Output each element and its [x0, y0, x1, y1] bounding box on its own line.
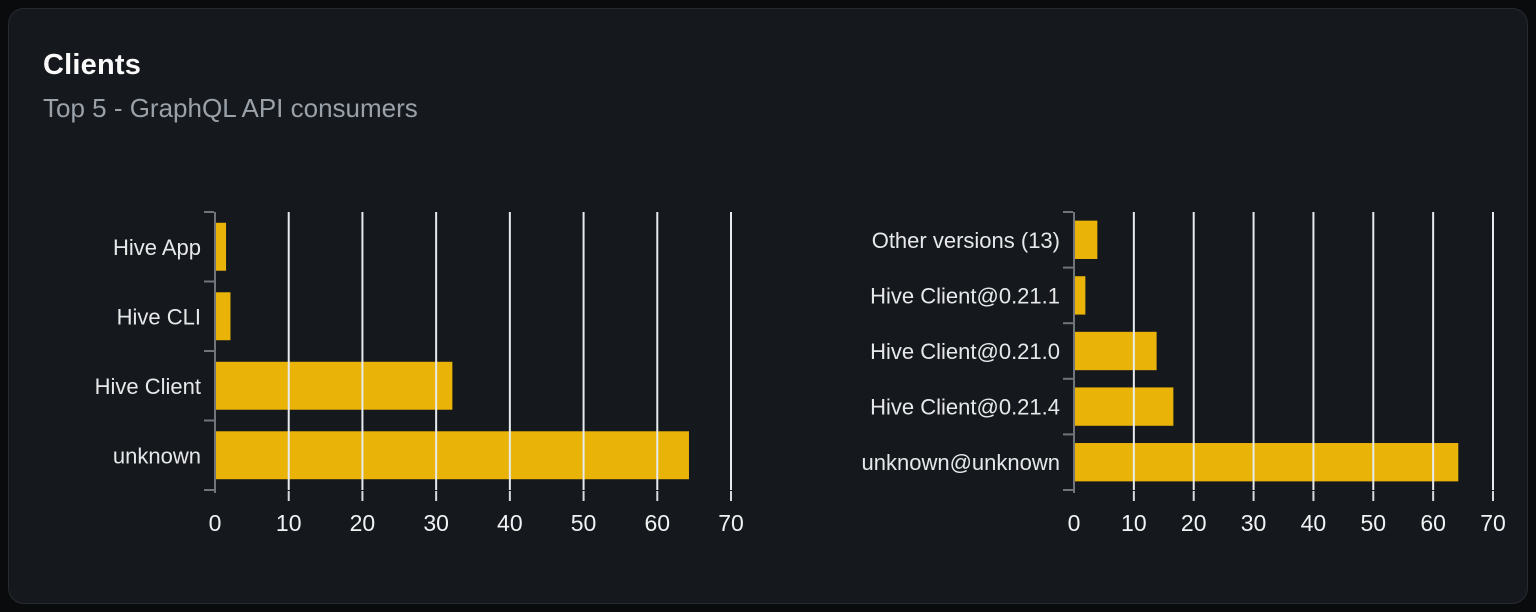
- clients-card: Clients Top 5 - GraphQL API consumers 0 1…: [8, 8, 1528, 604]
- card-title: Clients: [43, 49, 142, 81]
- bar[interactable]: [1074, 443, 1459, 482]
- x-tick-label: 0: [209, 510, 222, 536]
- clients-by-name-chart: 0 10 20 30 40 50 60 70 Hive App Hive CLI Hive Clie…: [95, 211, 744, 536]
- category-label: unknown@unknown: [862, 450, 1060, 475]
- x-tick-label: 40: [497, 510, 523, 536]
- x-tick-label: 60: [644, 510, 670, 536]
- bar[interactable]: [1074, 276, 1086, 315]
- bar[interactable]: [1074, 387, 1174, 426]
- category-label: Other versions (13): [872, 228, 1060, 253]
- x-tick-label: 30: [423, 510, 449, 536]
- bar[interactable]: [215, 431, 689, 480]
- bar[interactable]: [1074, 331, 1157, 371]
- x-tick-label: 20: [1181, 510, 1207, 536]
- category-label: Hive Client@0.21.1: [870, 283, 1060, 308]
- category-label: unknown: [113, 443, 201, 468]
- bar[interactable]: [215, 292, 231, 341]
- x-tick-label: 50: [571, 510, 597, 536]
- x-tick-label: 70: [718, 510, 744, 536]
- clients-by-version-chart: 0 10 20 30 40 50 60 70 Other versions (13) Hive C…: [862, 211, 1506, 536]
- x-tick-label: 30: [1241, 510, 1267, 536]
- bar[interactable]: [215, 222, 227, 271]
- card-header: Clients Top 5 - GraphQL API consumers: [43, 49, 418, 122]
- bar[interactable]: [215, 361, 453, 410]
- x-tick-label: 60: [1420, 510, 1446, 536]
- category-label: Hive Client@0.21.4: [870, 395, 1060, 420]
- category-label: Hive Client@0.21.0: [870, 339, 1060, 364]
- x-tick-label: 0: [1068, 510, 1081, 536]
- x-tick-label: 20: [350, 510, 376, 536]
- x-tick-label: 50: [1360, 510, 1386, 536]
- x-tick-label: 40: [1301, 510, 1327, 536]
- bar[interactable]: [1074, 220, 1098, 259]
- x-tick-label: 10: [276, 510, 302, 536]
- x-tick-label: 10: [1121, 510, 1147, 536]
- category-label: Hive CLI: [117, 304, 201, 329]
- x-tick-label: 70: [1480, 510, 1506, 536]
- card-subtitle: Top 5 - GraphQL API consumers: [43, 93, 418, 123]
- category-label: Hive Client: [95, 374, 201, 399]
- category-label: Hive App: [113, 235, 201, 260]
